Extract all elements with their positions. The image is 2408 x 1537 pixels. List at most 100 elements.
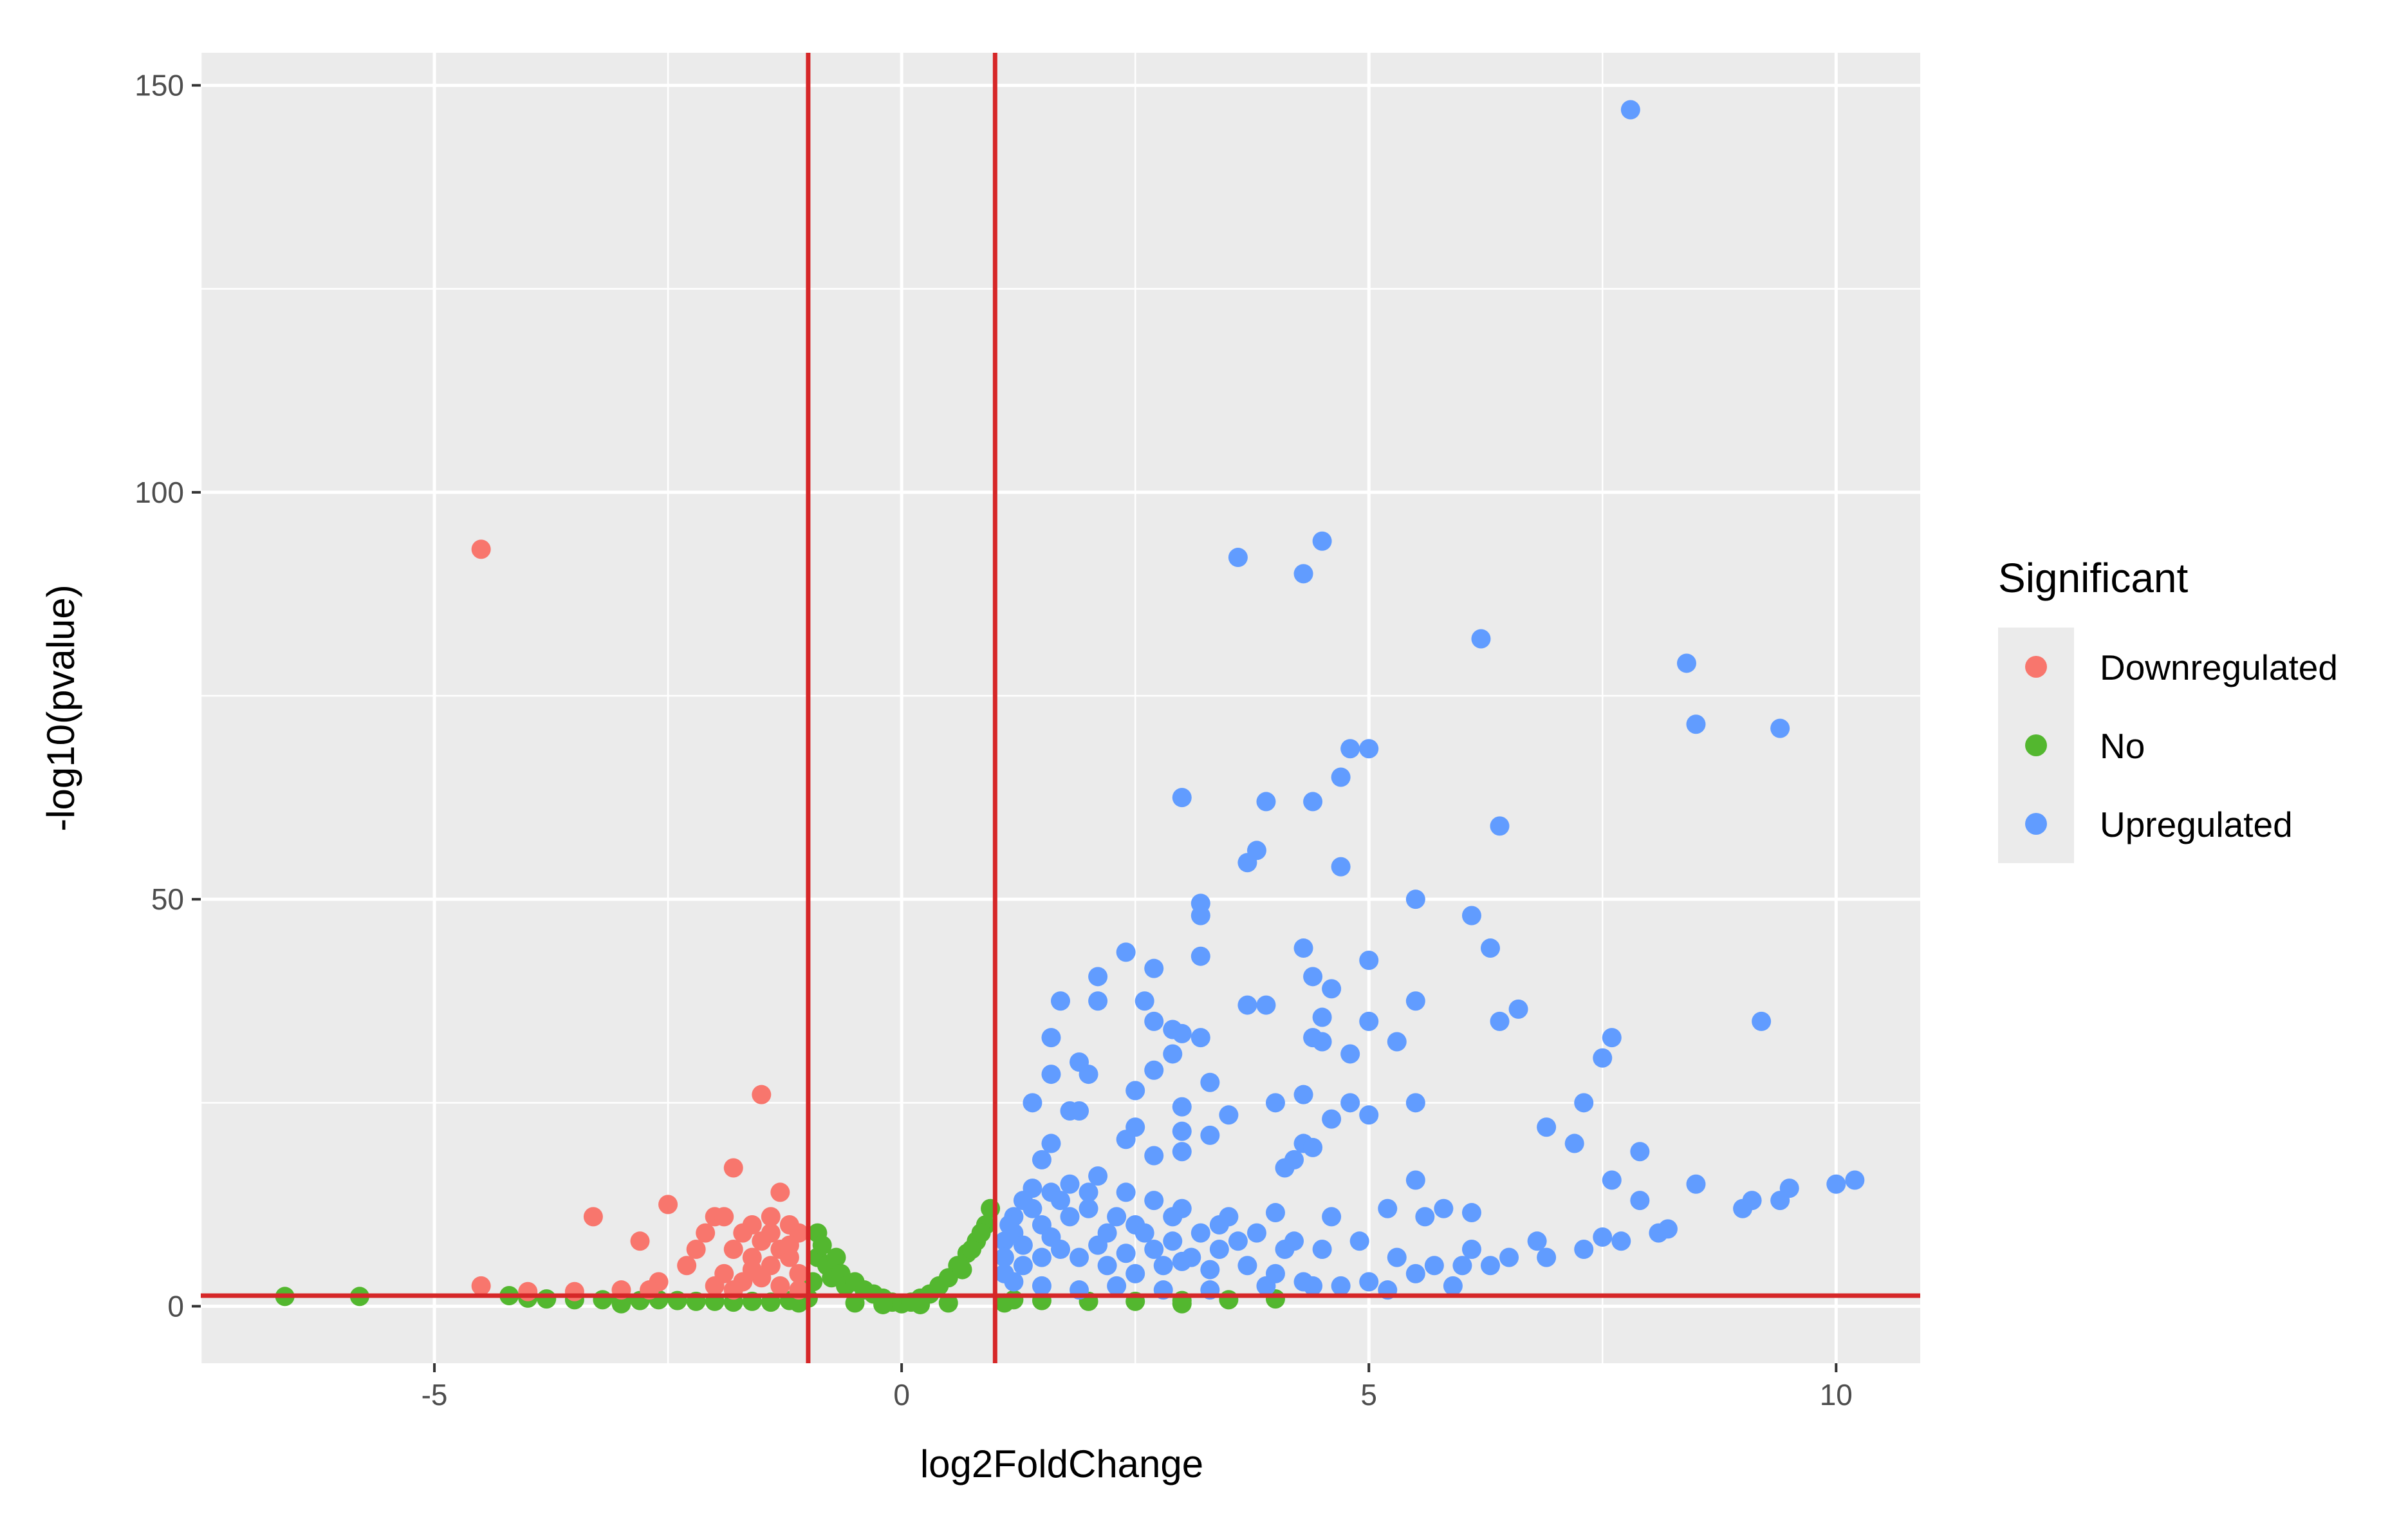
data-point-upregulated [1733, 1198, 1753, 1218]
x-axis: -5 0 5 10 [421, 1363, 1853, 1411]
data-point-upregulated [1481, 1256, 1500, 1276]
data-point-upregulated [1135, 991, 1154, 1011]
y-tick-label: 50 [151, 882, 184, 916]
legend-key-no [2025, 734, 2047, 756]
data-point-upregulated [1602, 1170, 1622, 1190]
data-point-upregulated [1190, 1223, 1210, 1243]
data-point-upregulated [1116, 942, 1136, 962]
data-point-upregulated [1228, 548, 1248, 568]
data-point-upregulated [1424, 1256, 1444, 1276]
data-point-upregulated [1293, 1085, 1313, 1104]
data-point-upregulated [1303, 967, 1323, 987]
data-point-no [971, 1223, 991, 1243]
data-point-upregulated [1200, 1125, 1220, 1145]
data-point-upregulated [1303, 792, 1323, 812]
data-point-upregulated [1845, 1170, 1865, 1190]
data-point-upregulated [1023, 1178, 1042, 1198]
data-point-upregulated [1322, 1207, 1342, 1227]
data-point-upregulated [1200, 1072, 1220, 1092]
data-point-upregulated [1237, 995, 1257, 1015]
data-point-downregulated [752, 1085, 772, 1104]
data-point-upregulated [994, 1231, 1014, 1251]
data-point-upregulated [1602, 1028, 1622, 1048]
panel-background [201, 53, 1920, 1363]
legend-key-upregulated [2025, 813, 2047, 835]
data-point-upregulated [1144, 1060, 1164, 1080]
data-point-downregulated [686, 1239, 706, 1259]
data-point-upregulated [1593, 1048, 1613, 1068]
data-point-upregulated [1041, 1065, 1061, 1085]
data-point-upregulated [1246, 1223, 1266, 1243]
data-point-upregulated [1359, 1272, 1379, 1292]
data-point-upregulated [1387, 1247, 1407, 1267]
data-point-downregulated [742, 1260, 762, 1280]
data-point-downregulated [583, 1207, 603, 1227]
data-point-upregulated [1266, 1093, 1285, 1113]
data-point-upregulated [1564, 1133, 1584, 1153]
data-point-upregulated [1041, 1133, 1061, 1153]
data-point-no [812, 1235, 832, 1255]
data-point-upregulated [1499, 1247, 1519, 1267]
data-point-upregulated [1060, 1207, 1080, 1227]
data-point-upregulated [1826, 1174, 1846, 1194]
data-point-downregulated [518, 1281, 538, 1301]
data-point-no [1219, 1290, 1239, 1310]
y-tick-label: 150 [134, 69, 184, 102]
data-point-downregulated [789, 1263, 809, 1283]
data-point-no [593, 1290, 613, 1310]
data-point-upregulated [1266, 1263, 1285, 1283]
data-point-upregulated [1070, 1101, 1089, 1121]
data-point-no [845, 1293, 865, 1313]
data-point-downregulated [630, 1231, 650, 1251]
data-point-upregulated [1770, 718, 1790, 738]
data-point-upregulated [1209, 1215, 1229, 1235]
data-point-upregulated [1200, 1260, 1220, 1280]
data-point-downregulated [677, 1256, 697, 1276]
data-point-upregulated [1013, 1256, 1033, 1276]
data-point-upregulated [1041, 1028, 1061, 1048]
data-point-upregulated [1135, 1223, 1154, 1243]
data-point-upregulated [1340, 1093, 1360, 1113]
data-point-downregulated [779, 1235, 799, 1255]
data-point-upregulated [1144, 1146, 1164, 1166]
legend-key-downregulated [2025, 656, 2047, 678]
data-point-downregulated [471, 1276, 491, 1296]
data-point-upregulated [1116, 1244, 1136, 1263]
data-point-upregulated [1172, 1251, 1192, 1271]
data-point-upregulated [1359, 1105, 1379, 1125]
data-point-upregulated [1405, 1093, 1425, 1113]
data-point-upregulated [1405, 1170, 1425, 1190]
data-point-upregulated [1060, 1174, 1080, 1194]
x-axis-title: log2FoldChange [920, 1442, 1203, 1486]
data-point-upregulated [1359, 951, 1379, 971]
data-point-upregulated [1331, 1276, 1351, 1296]
data-point-downregulated [658, 1195, 678, 1215]
data-point-upregulated [1088, 967, 1108, 987]
data-point-downregulated [714, 1207, 734, 1227]
data-point-upregulated [1107, 1276, 1127, 1296]
data-point-downregulated [761, 1207, 781, 1227]
data-point-upregulated [1163, 1044, 1183, 1064]
data-point-upregulated [1527, 1231, 1547, 1251]
data-point-upregulated [1331, 767, 1351, 787]
data-point-upregulated [1359, 739, 1379, 759]
legend: Significant Downregulated No Upregulated [1998, 555, 2338, 863]
data-point-upregulated [1209, 1239, 1229, 1259]
data-point-upregulated [1405, 890, 1425, 909]
data-point-upregulated [994, 1247, 1014, 1267]
data-point-upregulated [1219, 1105, 1239, 1125]
data-point-upregulated [1079, 1198, 1098, 1218]
data-point-no [537, 1289, 557, 1309]
data-point-upregulated [1452, 1256, 1472, 1276]
data-point-upregulated [1172, 1023, 1192, 1043]
data-point-upregulated [1340, 739, 1360, 759]
threshold-lines [201, 53, 1920, 1363]
x-tick-label: 5 [1360, 1378, 1377, 1411]
data-point-upregulated [1481, 938, 1500, 958]
y-axis-title: -log10(pvalue) [39, 584, 82, 832]
data-point-no [826, 1247, 846, 1267]
data-point-upregulated [1023, 1093, 1042, 1113]
data-point-upregulated [1752, 1011, 1772, 1031]
legend-label-upregulated: Upregulated [2100, 805, 2293, 844]
data-point-upregulated [1275, 1158, 1295, 1178]
